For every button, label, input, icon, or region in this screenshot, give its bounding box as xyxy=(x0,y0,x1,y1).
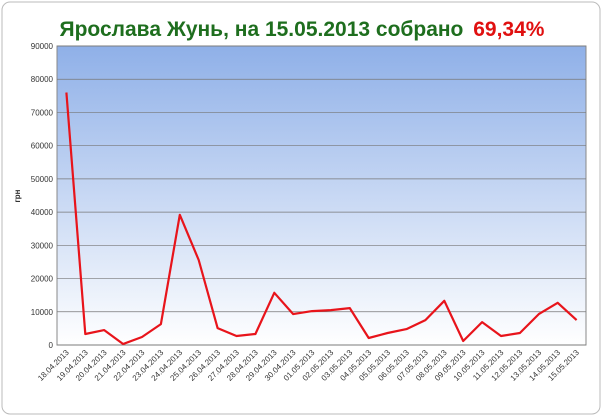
chart-title: Ярослава Жунь, на 15.05.2013 собрано 69,… xyxy=(60,18,545,41)
y-tick-label: 70000 xyxy=(31,108,54,117)
y-tick-label: 60000 xyxy=(31,142,54,151)
y-axis-label: грн xyxy=(13,189,22,202)
y-tick-label: 90000 xyxy=(31,42,54,51)
title-highlight: 69,34% xyxy=(473,18,545,41)
data-line xyxy=(65,92,578,346)
y-tick-label: 0 xyxy=(49,341,54,350)
y-tick-label: 80000 xyxy=(31,75,54,84)
y-tick-label: 30000 xyxy=(31,241,54,250)
plot-area xyxy=(56,45,587,346)
y-tick-label: 50000 xyxy=(31,175,54,184)
y-tick-label: 20000 xyxy=(31,275,54,284)
y-tick-label: 10000 xyxy=(31,308,54,317)
title-text: Ярослава Жунь, на 15.05.2013 собрано xyxy=(60,18,464,41)
y-tick-label: 40000 xyxy=(31,208,54,217)
